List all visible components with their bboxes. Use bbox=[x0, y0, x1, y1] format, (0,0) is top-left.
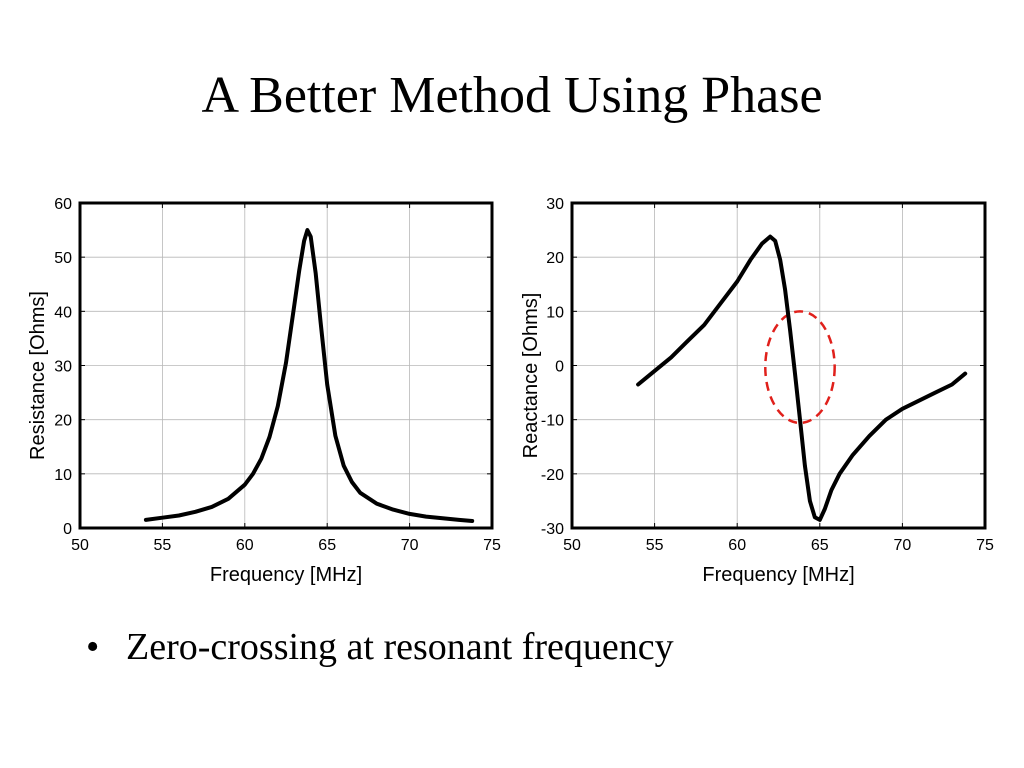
resistance-x-axis-label: Frequency [MHz] bbox=[210, 564, 362, 586]
resistance-x-tick-label: 70 bbox=[401, 537, 419, 554]
resistance-y-tick-label: 40 bbox=[54, 304, 72, 321]
resistance-y-axis-label: Resistance [Ohms] bbox=[27, 291, 49, 460]
bullet-item: • Zero-crossing at resonant frequency bbox=[86, 625, 674, 669]
slide-title: A Better Method Using Phase bbox=[201, 67, 823, 124]
resistance-y-tick-label: 0 bbox=[63, 521, 72, 538]
resistance-plot-frame bbox=[78, 201, 494, 530]
resistance-x-tick-label: 55 bbox=[154, 537, 172, 554]
reactance-x-tick-label: 70 bbox=[894, 537, 912, 554]
resistance-y-tick-label: 20 bbox=[54, 413, 72, 430]
resistance-x-tick-label: 60 bbox=[236, 537, 254, 554]
resistance-y-tick-label: 10 bbox=[54, 467, 72, 484]
reactance-y-axis-label: Reactance [Ohms] bbox=[520, 293, 542, 459]
reactance-zero-crossing-highlight bbox=[764, 310, 836, 425]
resistance-x-tick-label: 65 bbox=[318, 537, 336, 554]
reactance-series-line bbox=[636, 234, 968, 522]
resistance-series-line bbox=[143, 228, 475, 523]
reactance-y-tick-label: 20 bbox=[546, 250, 564, 267]
reactance-x-tick-label: 75 bbox=[976, 537, 994, 554]
reactance-y-tick-label: -20 bbox=[541, 467, 564, 484]
resistance-y-tick-label: 30 bbox=[54, 359, 72, 376]
reactance-plot-frame bbox=[570, 201, 987, 530]
resistance-x-tick-label: 75 bbox=[483, 537, 501, 554]
resistance-x-tick-label: 50 bbox=[71, 537, 89, 554]
resistance-y-tick-label: 50 bbox=[54, 250, 72, 267]
reactance-y-tick-label: -10 bbox=[541, 413, 564, 430]
reactance-x-tick-label: 65 bbox=[811, 537, 829, 554]
reactance-y-tick-label: 10 bbox=[546, 304, 564, 321]
reactance-y-tick-label: -30 bbox=[541, 521, 564, 538]
reactance-x-tick-label: 55 bbox=[646, 537, 664, 554]
reactance-y-tick-label: 30 bbox=[546, 196, 564, 213]
reactance-x-tick-label: 60 bbox=[728, 537, 746, 554]
reactance-x-axis-label: Frequency [MHz] bbox=[702, 564, 854, 586]
bullet-marker: • bbox=[86, 626, 100, 668]
resistance-y-tick-label: 60 bbox=[54, 196, 72, 213]
bullet-text: Zero-crossing at resonant frequency bbox=[126, 626, 674, 668]
reactance-x-tick-label: 50 bbox=[563, 537, 581, 554]
reactance-y-tick-label: 0 bbox=[555, 359, 564, 376]
